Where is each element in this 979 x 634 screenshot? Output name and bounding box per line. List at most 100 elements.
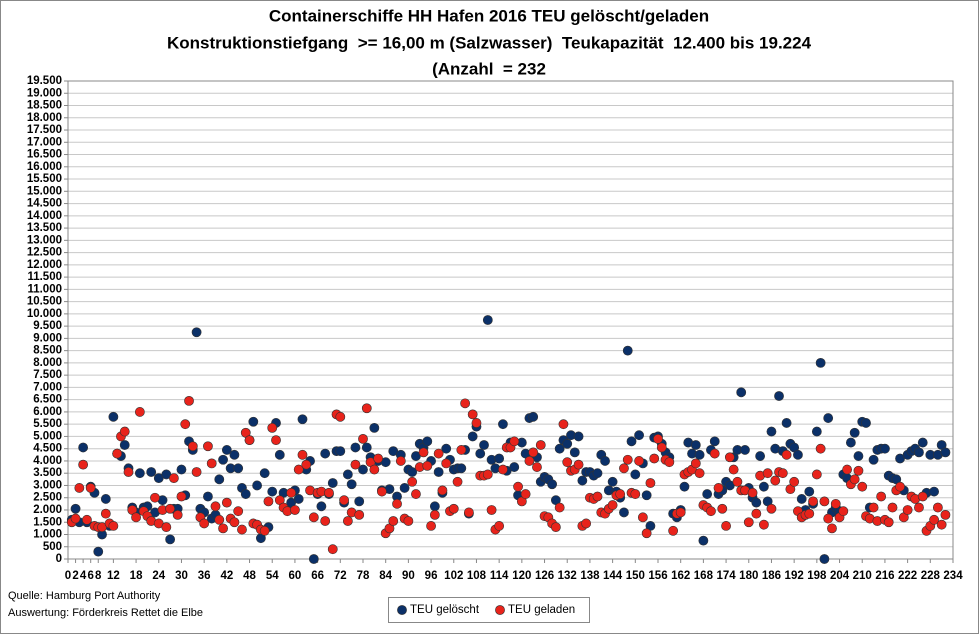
point (369, 422, 380, 433)
point (229, 449, 240, 460)
point (214, 514, 225, 525)
point (747, 487, 758, 498)
y-tick-label: 15.000 (27, 185, 62, 197)
point (702, 489, 713, 499)
x-tick-label: 36 (198, 570, 211, 582)
point (361, 403, 372, 414)
point (324, 487, 334, 498)
x-tick-label: 2 (72, 570, 78, 582)
y-tick-label: 13.500 (27, 222, 62, 234)
point (267, 486, 278, 497)
point (263, 496, 274, 507)
point (694, 449, 705, 460)
x-tick-label: 204 (830, 570, 850, 582)
point (641, 490, 652, 501)
point (569, 447, 580, 458)
point (876, 491, 887, 502)
point (550, 522, 561, 533)
y-tick-label: 3.500 (33, 467, 62, 479)
y-tick-label: 5.000 (33, 430, 62, 442)
point (849, 474, 860, 485)
point (498, 419, 508, 430)
point (679, 481, 690, 492)
point (320, 516, 331, 526)
point (161, 522, 172, 533)
x-tick-label: 132 (558, 570, 577, 582)
point (482, 469, 493, 480)
point (437, 485, 448, 496)
y-tick-label: 17.500 (27, 124, 62, 136)
point (210, 501, 221, 512)
point (293, 464, 304, 475)
point (528, 411, 539, 422)
point (592, 468, 603, 479)
point (134, 468, 145, 479)
point (600, 456, 610, 466)
point (176, 491, 187, 502)
point (645, 478, 656, 488)
point (664, 457, 675, 468)
point (520, 489, 531, 499)
point (479, 440, 489, 450)
x-tick-label: 6 (87, 570, 93, 582)
y-tick-label: 4.500 (33, 443, 62, 455)
x-tick-label: 150 (626, 570, 645, 582)
y-tick-label: 500 (43, 541, 62, 553)
point (929, 514, 939, 525)
y-tick-label: 9.000 (33, 332, 62, 344)
point (513, 481, 523, 492)
x-tick-label: 30 (175, 570, 188, 582)
point (218, 454, 228, 465)
x-tick-label: 102 (444, 570, 463, 582)
point (562, 438, 573, 449)
y-tick-label: 8.500 (33, 345, 62, 357)
x-tick-label: 0 (65, 570, 71, 582)
point (259, 468, 270, 479)
point (168, 473, 179, 484)
chart-title: Containerschiffe HH Hafen 2016 TEU gelös… (269, 6, 709, 25)
point (619, 507, 629, 518)
point (297, 414, 308, 425)
point (482, 315, 493, 325)
point (100, 494, 111, 504)
point (498, 464, 508, 475)
point (758, 481, 769, 492)
point (203, 441, 213, 452)
y-tick-label: 1.500 (33, 516, 62, 528)
point (528, 447, 539, 458)
point (607, 476, 618, 487)
legend-box (388, 597, 590, 623)
point (369, 464, 380, 475)
x-tick-label: 210 (853, 570, 872, 582)
y-tick-label: 15.500 (27, 173, 62, 185)
x-tick-label: 114 (490, 570, 509, 582)
point (653, 433, 663, 444)
point (221, 445, 232, 455)
point (422, 460, 433, 471)
point (823, 513, 834, 524)
point (377, 486, 387, 497)
point (191, 327, 202, 338)
point (78, 459, 89, 470)
point (932, 502, 943, 513)
point (573, 459, 584, 470)
point (842, 464, 853, 475)
point (554, 443, 565, 454)
point (429, 501, 440, 512)
point (467, 409, 478, 420)
point (342, 469, 353, 480)
point (74, 483, 85, 493)
point (237, 524, 247, 535)
point (751, 508, 762, 519)
y-tick-label: 10.000 (27, 308, 62, 320)
point (668, 525, 679, 536)
point (887, 502, 898, 513)
point (853, 465, 864, 476)
point (123, 467, 134, 477)
point (808, 496, 818, 507)
point (320, 448, 331, 459)
x-tick-label: 198 (807, 570, 827, 582)
point (857, 481, 868, 492)
point (358, 433, 368, 444)
point (422, 436, 433, 447)
